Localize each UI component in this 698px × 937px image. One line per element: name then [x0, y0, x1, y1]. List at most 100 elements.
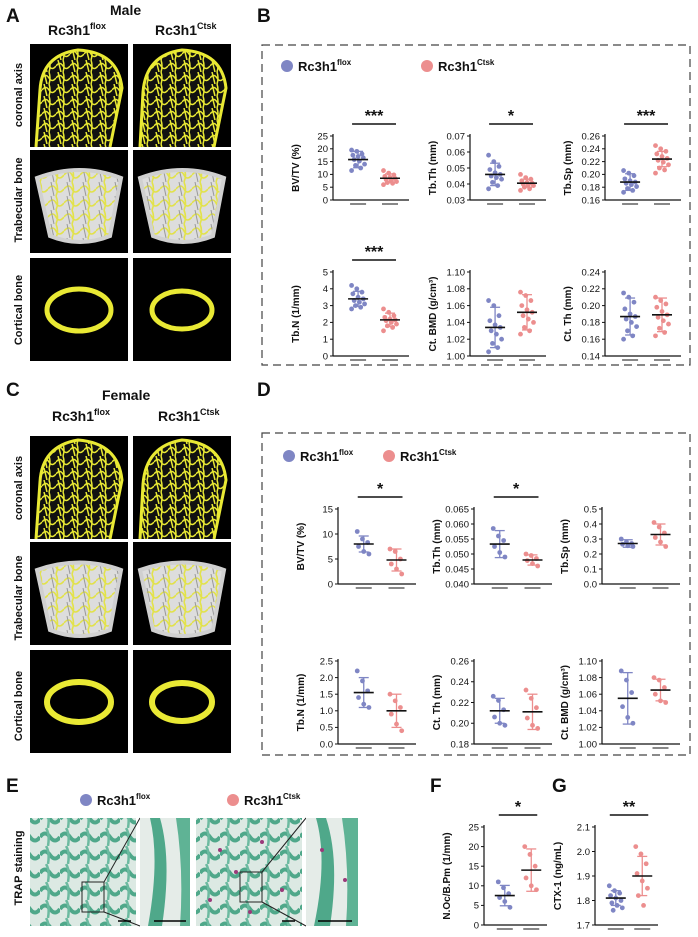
y-tick-label: 1.8 — [577, 896, 590, 907]
data-point — [619, 905, 625, 911]
data-point — [617, 890, 623, 896]
y-tick-label: 2.5 — [320, 656, 333, 667]
y-tick-label: 0.03 — [447, 195, 466, 206]
y-axis-label: Tb.N (1/mm) — [296, 674, 307, 732]
data-point — [366, 551, 372, 557]
y-tick-label: 1 — [323, 335, 328, 346]
chart-b6: 0.14 0.16 0.18 0.20 0.22 0.24 Ct. Th (mm) — [563, 267, 681, 362]
y-tick-label: 0.050 — [445, 549, 469, 560]
y-axis-label: Ct. Th (mm) — [432, 675, 443, 731]
data-point — [522, 325, 527, 330]
data-point — [394, 321, 399, 327]
data-point — [390, 325, 395, 330]
data-point — [657, 325, 662, 331]
series-flox — [605, 883, 626, 913]
micro-ct-images-male — [30, 44, 231, 361]
micro-ct-images-female — [30, 436, 231, 753]
series-flox — [348, 147, 369, 173]
y-axis-label: Tb.Sp (mm) — [563, 141, 574, 196]
data-point — [609, 900, 615, 906]
y-tick-label: 2.0 — [577, 847, 590, 858]
y-tick-label: 0.040 — [445, 579, 469, 590]
data-point — [620, 704, 625, 710]
data-point — [623, 316, 629, 322]
y-tick-label: 0.055 — [445, 534, 469, 545]
y-tick-label: 0.3 — [584, 534, 597, 545]
data-point — [487, 318, 493, 324]
y-tick-label: 0.18 — [582, 183, 601, 194]
data-point — [366, 705, 372, 710]
data-point — [662, 167, 667, 173]
legend-b: Rc3h1flox Rc3h1Ctsk — [281, 58, 495, 74]
data-point — [652, 691, 658, 697]
data-point — [354, 668, 360, 674]
series-flox — [620, 168, 641, 195]
y-tick-label: 0.20 — [451, 719, 470, 730]
row-label-coronal-c: coronal axis — [13, 456, 25, 520]
row-label-trabecular-a: Trabecular bone — [13, 158, 25, 243]
series-ctsk — [380, 306, 400, 334]
data-point — [532, 863, 538, 869]
series-flox — [485, 298, 506, 355]
y-tick-label: 0.20 — [582, 170, 601, 181]
series-flox — [617, 536, 638, 549]
y-tick-label: 0.24 — [582, 267, 601, 278]
y-tick-label: 1.5 — [320, 690, 333, 701]
y-tick-label: 5 — [328, 554, 333, 565]
chart-d6: 1.00 1.02 1.04 1.06 1.08 1.10 Ct. BMD (g/cm³) — [560, 656, 680, 750]
data-point — [618, 898, 624, 903]
svg-text:Rc3h1flox: Rc3h1flox — [300, 448, 354, 464]
y-tick-label: 25 — [468, 822, 479, 833]
chart-d3: 0.0 0.1 0.2 0.3 0.4 0.5 Tb.Sp (mm) — [560, 504, 680, 590]
y-tick-label: 1.10 — [579, 656, 598, 667]
y-tick-label: 10 — [322, 529, 333, 540]
data-point — [381, 168, 386, 173]
data-point — [490, 341, 495, 346]
data-point — [621, 290, 626, 296]
data-point — [394, 179, 399, 184]
data-point — [486, 298, 491, 303]
data-point — [522, 844, 528, 849]
data-point — [388, 711, 394, 717]
y-axis-label: Tb.Sp (mm) — [560, 519, 571, 574]
y-tick-label: 2.1 — [577, 822, 590, 833]
y-tick-label: 15 — [322, 504, 333, 515]
y-tick-label: 0.24 — [582, 144, 601, 155]
data-point — [652, 535, 658, 540]
y-tick-label: 0.14 — [582, 351, 601, 362]
y-tick-label: 5 — [323, 267, 328, 278]
y-tick-label: 0.1 — [584, 564, 597, 575]
row-label-cortical-c: Cortical bone — [13, 671, 25, 741]
y-tick-label: 0.5 — [584, 504, 597, 515]
data-point — [634, 184, 639, 189]
data-point — [387, 546, 393, 552]
data-point — [610, 907, 616, 913]
data-point — [608, 893, 613, 898]
y-tick-label: 0.0 — [320, 739, 333, 750]
y-tick-label: 0.060 — [445, 519, 469, 530]
chart-b2: 0.03 0.04 0.05 0.06 0.07 Tb.Th (mm) * — [428, 108, 546, 206]
data-point — [653, 170, 658, 176]
data-point — [495, 879, 501, 885]
data-point — [518, 331, 523, 337]
y-tick-label: 1.04 — [579, 706, 598, 717]
data-point — [381, 306, 386, 312]
y-tick-label: 25 — [317, 131, 328, 142]
panel-label-f: F — [430, 776, 442, 797]
data-point — [350, 152, 356, 158]
y-axis-label: Tb.Th (mm) — [428, 141, 439, 195]
series-ctsk — [632, 844, 653, 908]
chart-f: 0 5 10 15 20 25 N.Oc/B.Pm (1/mm) * — [442, 799, 547, 931]
data-point — [621, 336, 626, 342]
data-point — [349, 147, 354, 153]
data-point — [606, 883, 612, 889]
y-tick-label: 5 — [323, 183, 328, 194]
series-ctsk — [517, 172, 537, 193]
data-point — [524, 715, 530, 721]
y-tick-label: 0.22 — [582, 284, 601, 295]
y-tick-label: 15 — [468, 862, 479, 873]
female-header: Female — [102, 387, 150, 403]
data-point — [663, 301, 669, 307]
y-tick-label: 0.2 — [584, 549, 597, 560]
